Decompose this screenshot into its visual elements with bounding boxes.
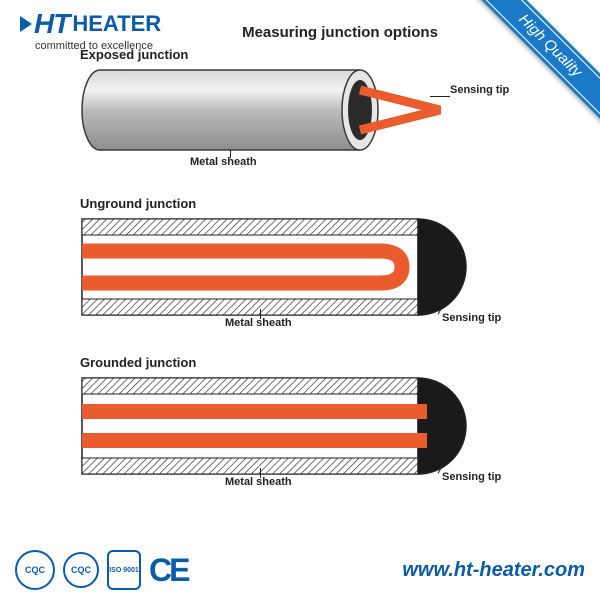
cert-badges: CQC CQC ISO 9001 CE <box>15 550 187 590</box>
grounded-svg <box>80 376 500 486</box>
section-exposed: Exposed junction Metal sheat <box>80 47 540 178</box>
lead-line <box>260 309 261 319</box>
ce-mark-icon: CE <box>149 552 187 589</box>
main-title: Measuring junction options <box>140 24 540 41</box>
logo-arrow-icon <box>20 16 32 32</box>
section-grounded: Grounded junction Metal sheath Sensing t… <box>80 355 540 496</box>
exposed-title: Exposed junction <box>80 47 540 62</box>
section-unground: Unground junction Metal sheath <box>80 196 540 337</box>
exposed-svg <box>80 68 480 168</box>
lead-line <box>260 468 261 478</box>
badge-cqc-icon: CQC <box>15 550 55 590</box>
badge-cqc2-icon: CQC <box>63 552 99 588</box>
exposed-tip-label: Sensing tip <box>450 84 509 96</box>
logo-ht: HT <box>34 8 69 40</box>
unground-tip-label: Sensing tip <box>442 312 501 324</box>
exposed-diagram: Metal sheath Sensing tip <box>80 68 540 178</box>
grounded-tip-label: Sensing tip <box>442 471 501 483</box>
grounded-sheath-label: Metal sheath <box>225 476 292 488</box>
footer: CQC CQC ISO 9001 CE www.ht-heater.com <box>0 540 600 600</box>
lead-line <box>430 96 450 97</box>
unground-diagram: Metal sheath Sensing tip <box>80 217 540 337</box>
unground-svg <box>80 217 500 327</box>
grounded-diagram: Metal sheath Sensing tip <box>80 376 540 496</box>
website-url: www.ht-heater.com <box>402 559 585 582</box>
main-content: Measuring junction options Exposed junct… <box>80 24 540 514</box>
grounded-title: Grounded junction <box>80 355 540 370</box>
unground-sheath-label: Metal sheath <box>225 317 292 329</box>
badge-iso-icon: ISO 9001 <box>107 550 141 590</box>
lead-line <box>230 150 231 158</box>
exposed-sheath-label: Metal sheath <box>190 156 257 168</box>
unground-title: Unground junction <box>80 196 540 211</box>
